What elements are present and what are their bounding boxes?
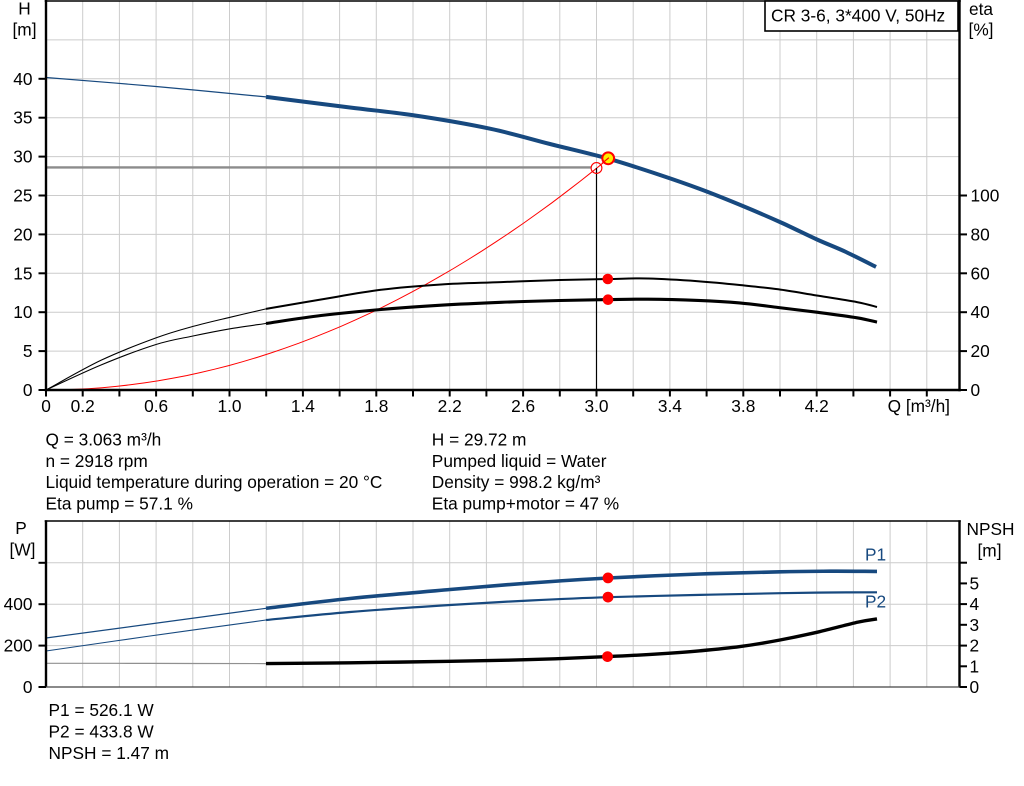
svg-text:3: 3	[970, 615, 980, 635]
svg-text:[m]: [m]	[978, 541, 1002, 561]
svg-text:H: H	[18, 0, 30, 19]
svg-text:40: 40	[971, 302, 990, 322]
svg-text:1: 1	[970, 656, 980, 676]
svg-text:4: 4	[970, 594, 980, 614]
svg-text:25: 25	[13, 186, 32, 206]
svg-text:2: 2	[970, 636, 980, 656]
svg-text:H = 29.72 m: H = 29.72 m	[432, 429, 527, 449]
svg-text:4.2: 4.2	[805, 396, 829, 416]
svg-text:2.2: 2.2	[438, 396, 462, 416]
svg-text:[W]: [W]	[10, 540, 36, 560]
svg-text:0: 0	[971, 380, 981, 400]
svg-text:5: 5	[970, 573, 980, 593]
svg-text:15: 15	[13, 263, 32, 283]
svg-text:3.0: 3.0	[584, 396, 608, 416]
svg-text:P1: P1	[865, 545, 886, 565]
svg-text:Liquid temperature during oper: Liquid temperature during operation = 20…	[46, 472, 383, 492]
svg-text:NPSH: NPSH	[966, 519, 1014, 539]
svg-text:20: 20	[13, 224, 32, 244]
svg-text:P1 = 526.1 W: P1 = 526.1 W	[49, 700, 155, 720]
svg-text:[m]: [m]	[13, 20, 37, 40]
svg-text:P: P	[15, 518, 27, 538]
svg-text:0.2: 0.2	[71, 396, 95, 416]
svg-text:Density = 998.2 kg/m³: Density = 998.2 kg/m³	[432, 472, 601, 492]
svg-text:Eta pump+motor = 47 %: Eta pump+motor = 47 %	[432, 494, 619, 514]
svg-text:60: 60	[971, 263, 990, 283]
svg-text:80: 80	[971, 224, 990, 244]
svg-text:40: 40	[13, 69, 32, 89]
svg-text:100: 100	[971, 186, 1000, 206]
svg-text:0.6: 0.6	[144, 396, 168, 416]
svg-text:n = 2918 rpm: n = 2918 rpm	[46, 451, 148, 471]
svg-text:[%]: [%]	[969, 20, 994, 40]
svg-text:0: 0	[41, 396, 51, 416]
svg-text:1.8: 1.8	[364, 396, 388, 416]
svg-text:Q [m³/h]: Q [m³/h]	[888, 396, 950, 416]
svg-text:2.6: 2.6	[511, 396, 535, 416]
svg-text:NPSH = 1.47 m: NPSH = 1.47 m	[49, 743, 170, 763]
svg-text:0: 0	[970, 677, 980, 697]
svg-text:400: 400	[4, 594, 33, 614]
svg-text:3.8: 3.8	[731, 396, 755, 416]
svg-text:5: 5	[23, 341, 33, 361]
svg-text:Q = 3.063 m³/h: Q = 3.063 m³/h	[46, 429, 162, 449]
svg-text:1.0: 1.0	[217, 396, 241, 416]
svg-text:Pumped liquid = Water: Pumped liquid = Water	[432, 451, 607, 471]
svg-text:0: 0	[23, 380, 33, 400]
svg-text:30: 30	[13, 147, 32, 167]
svg-text:20: 20	[971, 341, 990, 361]
svg-text:P2 = 433.8 W: P2 = 433.8 W	[49, 722, 155, 742]
svg-text:0: 0	[23, 677, 33, 697]
svg-text:200: 200	[4, 636, 33, 656]
svg-text:P2: P2	[865, 592, 886, 612]
svg-text:Eta pump = 57.1 %: Eta pump = 57.1 %	[46, 494, 193, 514]
svg-text:1.4: 1.4	[291, 396, 315, 416]
svg-text:10: 10	[13, 302, 32, 322]
svg-text:eta: eta	[969, 0, 993, 19]
svg-text:3.4: 3.4	[658, 396, 682, 416]
svg-text:35: 35	[13, 108, 32, 128]
svg-text:CR 3-6, 3*400 V, 50Hz: CR 3-6, 3*400 V, 50Hz	[771, 6, 945, 26]
